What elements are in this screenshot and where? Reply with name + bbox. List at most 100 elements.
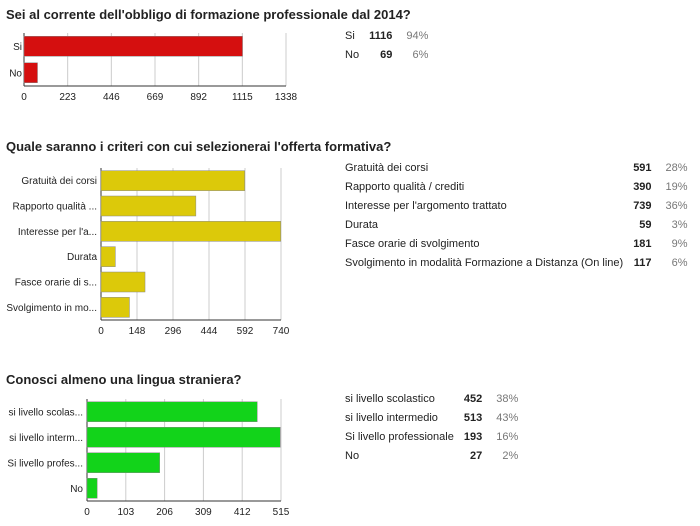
summary-row: No 27 2% <box>345 447 518 466</box>
bar <box>86 478 98 499</box>
summary-percent: 28% <box>665 162 688 174</box>
summary-row: Si 1116 94% <box>345 27 428 46</box>
bar <box>23 36 243 57</box>
tick-label: 223 <box>59 92 76 103</box>
tick-label: 309 <box>195 507 212 518</box>
summary-count: 390 <box>633 181 652 193</box>
bar-chart: Si No 0 223 446 669 892 1115 1338 <box>9 33 298 103</box>
category-label: Si livello profes... <box>7 458 83 469</box>
summary-row: Interesse per l'argomento trattato 739 36% <box>345 197 688 216</box>
tick-label: 740 <box>273 326 290 337</box>
summary-row: No 69 6% <box>345 46 428 65</box>
summary-count: 1116 <box>369 30 393 42</box>
summary-label: No <box>345 49 360 61</box>
tick-label: 444 <box>201 326 218 337</box>
summary-count: 513 <box>463 412 483 424</box>
tick-label: 148 <box>129 326 146 337</box>
summary-percent: 6% <box>671 257 688 269</box>
summary-percent: 19% <box>665 181 688 193</box>
summary-row: si livello intermedio 513 43% <box>345 409 518 428</box>
category-label: Rapporto qualità ... <box>13 202 98 213</box>
tick-label: 1115 <box>232 92 253 103</box>
summary-label: Gratuità dei corsi <box>345 162 429 174</box>
summary-row: si livello scolastico 452 38% <box>345 390 518 409</box>
summary-label: Interesse per l'argomento trattato <box>345 200 507 212</box>
category-label: si livello interm... <box>9 433 83 444</box>
bar-chart: Gratuità dei corsi Rapporto qualità ... In… <box>6 168 290 337</box>
summary-label: si livello scolastico <box>345 393 435 405</box>
summary-percent: 9% <box>671 238 688 250</box>
category-label: Durata <box>67 252 97 263</box>
tick-label: 0 <box>21 92 27 103</box>
category-label: No <box>9 68 22 79</box>
summary-percent: 2% <box>502 450 519 462</box>
tick-label: 892 <box>190 92 207 103</box>
category-label: si livello scolas... <box>9 407 83 418</box>
summary-percent: 3% <box>671 219 688 231</box>
bar <box>100 297 130 318</box>
tick-label: 669 <box>147 92 164 103</box>
summary-percent: 43% <box>496 412 519 424</box>
summary-count: 117 <box>633 257 652 269</box>
tick-label: 1338 <box>275 92 298 103</box>
summary-percent: 16% <box>496 431 519 443</box>
summary-label: si livello intermedio <box>345 412 438 424</box>
summary-row: Durata 59 3% <box>345 216 688 235</box>
summary-row: Si livello professionale 193 16% <box>345 428 518 447</box>
summary-label: No <box>345 450 360 462</box>
bar <box>86 401 258 422</box>
summary-row: Svolgimento in modalità Formazione a Dis… <box>345 254 688 273</box>
summary-table: Gratuità dei corsi 591 28% Rapporto qualità… <box>345 159 688 273</box>
tick-label: 0 <box>98 326 104 337</box>
bar <box>86 427 281 448</box>
summary-count: 69 <box>380 49 393 61</box>
question-title: Quale saranno i criteri con cui selezion… <box>6 139 392 154</box>
summary-percent: 36% <box>665 200 688 212</box>
summary-label: Si <box>345 30 355 42</box>
category-label: Si <box>13 42 22 53</box>
tick-label: 0 <box>84 507 90 518</box>
tick-label: 446 <box>103 92 120 103</box>
tick-label: 515 <box>273 507 290 518</box>
summary-label: Fasce orarie di svolgimento <box>345 238 480 250</box>
summary-percent: 6% <box>412 49 429 61</box>
bar <box>86 452 160 473</box>
tick-label: 103 <box>117 507 134 518</box>
category-label: Fasce orarie di s... <box>15 278 97 289</box>
bar <box>100 221 282 242</box>
summary-percent: 38% <box>496 393 519 405</box>
bar-chart: si livello scolas... si livello interm...… <box>7 399 290 518</box>
summary-row: Rapporto qualità / crediti 390 19% <box>345 178 688 197</box>
summary-count: 193 <box>463 431 483 443</box>
summary-label: Rapporto qualità / crediti <box>345 181 465 193</box>
summary-count: 59 <box>639 219 652 231</box>
tick-label: 296 <box>165 326 182 337</box>
tick-label: 412 <box>234 507 251 518</box>
summary-table: Si 1116 94% No 69 6% <box>345 27 428 65</box>
summary-percent: 94% <box>406 30 429 42</box>
summary-label: Si livello professionale <box>345 431 454 443</box>
summary-count: 27 <box>469 450 483 462</box>
bar <box>100 246 116 267</box>
category-label: Gratuità dei corsi <box>21 176 97 187</box>
summary-count: 739 <box>633 200 652 212</box>
category-label: No <box>70 484 83 495</box>
summary-row: Gratuità dei corsi 591 28% <box>345 159 688 178</box>
bar <box>100 195 197 217</box>
summary-row: Fasce orarie di svolgimento 181 9% <box>345 235 688 254</box>
summary-label: Svolgimento in modalità Formazione a Dis… <box>345 257 624 269</box>
summary-label: Durata <box>345 219 379 231</box>
summary-table: si livello scolastico 452 38% si livello in… <box>345 390 518 466</box>
question-title: Sei al corrente dell'obbligo di formazio… <box>6 7 411 22</box>
tick-label: 206 <box>156 507 173 518</box>
summary-count: 181 <box>633 238 652 250</box>
question-title: Conosci almeno una lingua straniera? <box>6 372 242 387</box>
summary-count: 452 <box>463 393 483 405</box>
bar <box>23 62 38 83</box>
bar <box>100 170 246 191</box>
summary-count: 591 <box>633 162 652 174</box>
category-label: Interesse per l'a... <box>18 227 97 238</box>
bar <box>100 271 146 293</box>
category-label: Svolgimento in mo... <box>6 303 97 314</box>
tick-label: 592 <box>237 326 254 337</box>
